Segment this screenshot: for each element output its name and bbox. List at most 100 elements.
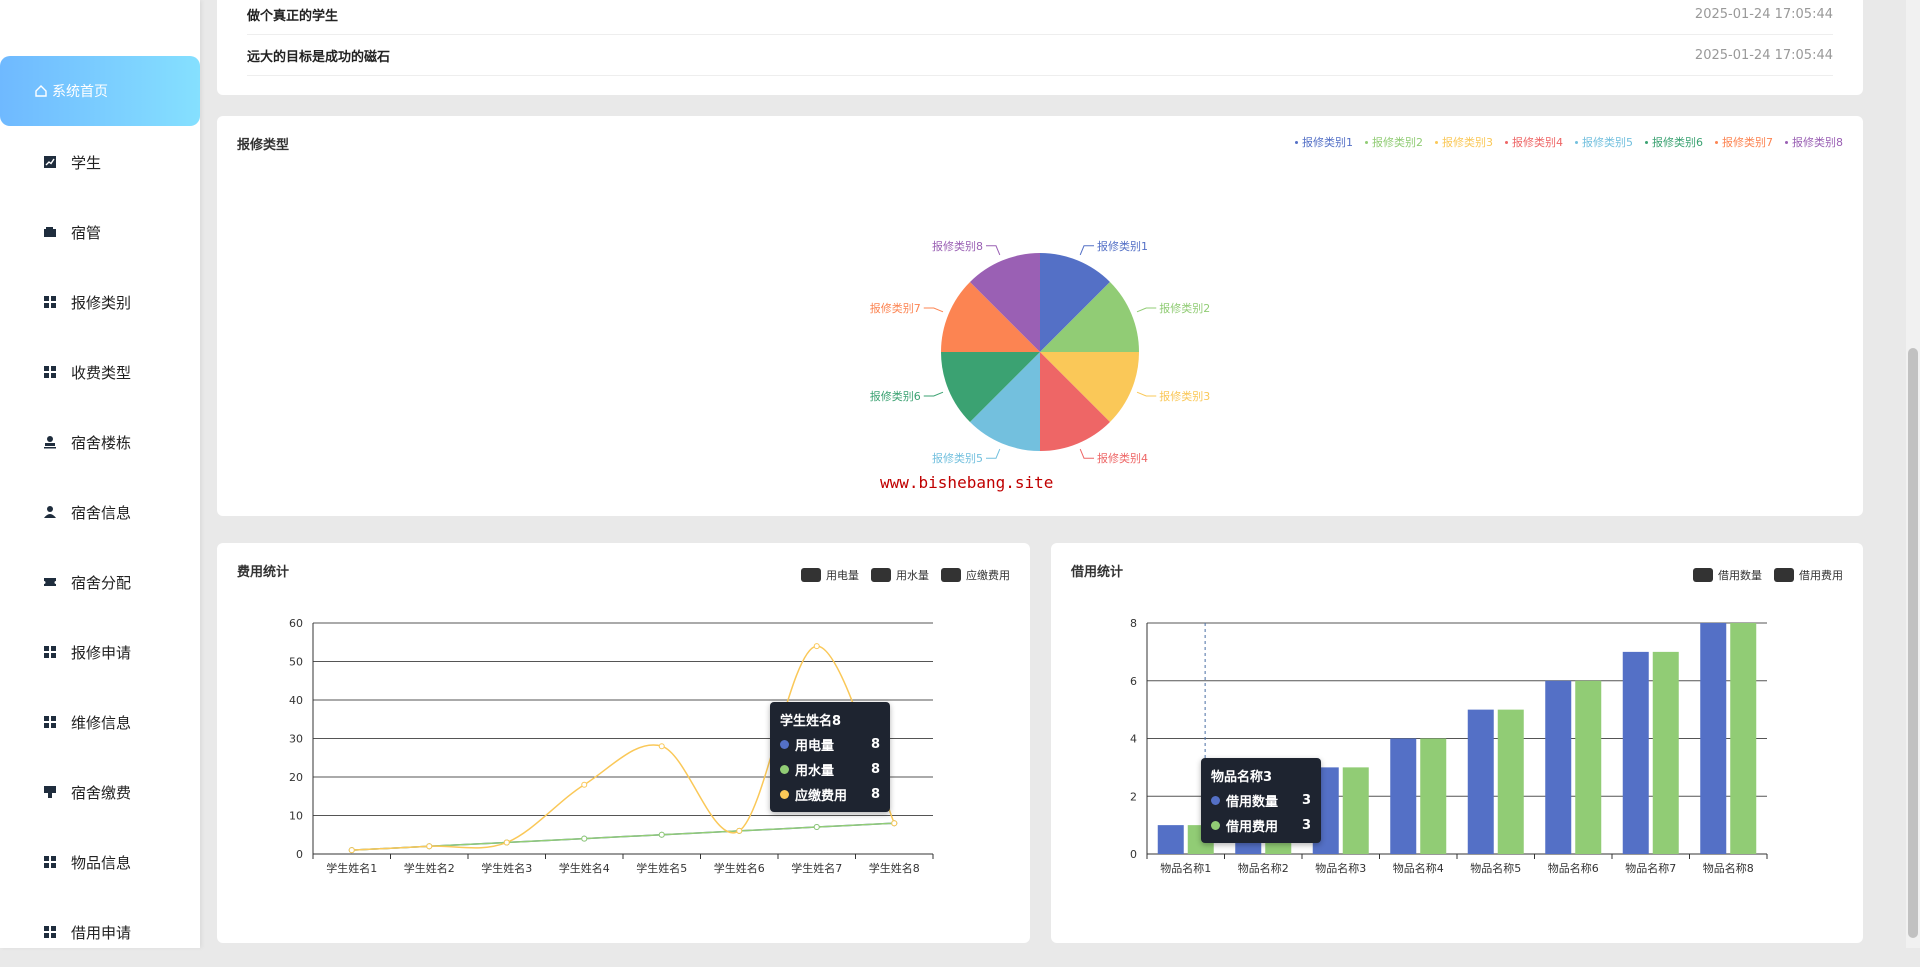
tooltip-value: 8 bbox=[870, 737, 880, 752]
tooltip-row: 借用费用 3 bbox=[1211, 816, 1311, 835]
page-scrollbar[interactable] bbox=[1906, 0, 1920, 948]
sidebar-item-label: 宿管 bbox=[71, 223, 102, 242]
x-tick-label: 物品名称8 bbox=[1703, 861, 1754, 875]
legend-item[interactable]: 借用费用 bbox=[1774, 567, 1843, 583]
sidebar-item[interactable]: 收费类型 bbox=[0, 337, 200, 407]
sidebar-item[interactable]: 宿舍分配 bbox=[0, 547, 200, 617]
pie-slice[interactable] bbox=[969, 352, 1040, 451]
fee-legend: 用电量 用水量 应缴费用 bbox=[789, 567, 1010, 583]
legend-marker bbox=[1693, 568, 1713, 582]
y-tick-label: 0 bbox=[1130, 848, 1137, 861]
data-point[interactable] bbox=[503, 839, 510, 846]
y-tick-label: 2 bbox=[1130, 790, 1137, 803]
grid-icon bbox=[43, 855, 57, 869]
wallet-icon bbox=[43, 225, 57, 239]
legend-item[interactable]: 用水量 bbox=[871, 567, 929, 583]
legend-item[interactable]: 应缴费用 bbox=[941, 567, 1010, 583]
legend-item[interactable]: 报修类别2 bbox=[1365, 134, 1423, 150]
x-tick-label: 物品名称7 bbox=[1625, 861, 1676, 875]
pie-label-line bbox=[985, 245, 1001, 256]
legend-item[interactable]: 报修类别8 bbox=[1785, 134, 1843, 150]
tooltip-series-name: 借用数量 bbox=[1226, 795, 1279, 810]
data-point[interactable] bbox=[658, 831, 665, 838]
bar[interactable] bbox=[1700, 623, 1727, 854]
sidebar-item[interactable]: 宿管 bbox=[0, 197, 200, 267]
pie-slice[interactable] bbox=[1040, 253, 1111, 352]
sidebar: 系统首页 学生宿管报修类别 收费类型 宿舍楼栋 宿舍信息宿舍分配报修申请 维修信息 宿舍缴费… bbox=[0, 0, 200, 948]
sidebar-item[interactable]: 报修申请 bbox=[0, 617, 200, 687]
legend-item[interactable]: 借用数量 bbox=[1693, 567, 1762, 583]
tooltip-marker bbox=[780, 790, 789, 799]
legend-marker bbox=[871, 568, 891, 582]
grid-icon bbox=[43, 925, 57, 939]
data-point[interactable] bbox=[658, 743, 665, 750]
bar[interactable] bbox=[1730, 623, 1757, 854]
sidebar-item[interactable]: 维修信息 bbox=[0, 687, 200, 757]
data-point[interactable] bbox=[891, 820, 898, 827]
pie-slice[interactable] bbox=[1040, 352, 1111, 451]
sidebar-item[interactable]: 物品信息 bbox=[0, 827, 200, 897]
tooltip-series-name: 用水量 bbox=[795, 764, 835, 779]
legend-label: 报修类别6 bbox=[1652, 136, 1703, 149]
pie-slice-label: 报修类别6 bbox=[870, 389, 921, 403]
pie-slice[interactable] bbox=[941, 281, 1040, 352]
sidebar-item-label: 宿舍分配 bbox=[71, 573, 132, 592]
legend-item[interactable]: 报修类别5 bbox=[1575, 134, 1633, 150]
sidebar-item[interactable]: 宿舍缴费 bbox=[0, 757, 200, 827]
pie-slice[interactable] bbox=[1040, 281, 1139, 352]
bar[interactable] bbox=[1545, 680, 1572, 854]
bar[interactable] bbox=[1652, 651, 1679, 854]
x-tick-label: 学生姓名2 bbox=[404, 861, 455, 875]
legend-item[interactable]: 用电量 bbox=[801, 567, 859, 583]
legend-item[interactable]: 报修类别3 bbox=[1435, 134, 1493, 150]
pie-slice[interactable] bbox=[969, 253, 1040, 352]
data-point[interactable] bbox=[348, 847, 355, 854]
bar[interactable] bbox=[1390, 738, 1417, 855]
notice-item[interactable]: 做个真正的学生 2025-01-24 17:05:44 bbox=[247, 0, 1833, 35]
bar[interactable] bbox=[1497, 709, 1524, 854]
pie-slice[interactable] bbox=[941, 352, 1040, 423]
legend-marker bbox=[1365, 140, 1368, 144]
legend-label: 借用数量 bbox=[1718, 569, 1762, 582]
x-tick-label: 学生姓名6 bbox=[714, 861, 765, 875]
data-point[interactable] bbox=[813, 643, 820, 650]
pie-slice-label: 报修类别4 bbox=[1097, 451, 1148, 465]
pie-slice[interactable] bbox=[1040, 352, 1139, 423]
legend-item[interactable]: 报修类别7 bbox=[1715, 134, 1773, 150]
data-point[interactable] bbox=[813, 824, 820, 831]
sidebar-item[interactable]: 借用申请 bbox=[0, 897, 200, 967]
bar[interactable] bbox=[1467, 709, 1494, 854]
sidebar-item[interactable]: 学生 bbox=[0, 127, 200, 197]
data-point[interactable] bbox=[581, 835, 588, 842]
y-tick-label: 30 bbox=[289, 733, 303, 746]
sidebar-item[interactable]: 宿舍楼栋 bbox=[0, 407, 200, 477]
bar[interactable] bbox=[1157, 825, 1184, 854]
pie-label-line bbox=[1079, 448, 1095, 459]
legend-item[interactable]: 报修类别1 bbox=[1295, 134, 1353, 150]
sidebar-item[interactable]: 宿舍信息 bbox=[0, 477, 200, 547]
sidebar-item[interactable]: 报修类别 bbox=[0, 267, 200, 337]
data-point[interactable] bbox=[581, 781, 588, 788]
bar[interactable] bbox=[1575, 680, 1602, 854]
legend-label: 用水量 bbox=[896, 569, 929, 582]
bar[interactable] bbox=[1342, 767, 1369, 854]
data-point[interactable] bbox=[426, 843, 433, 850]
data-point[interactable] bbox=[736, 827, 743, 834]
bar[interactable] bbox=[1420, 738, 1447, 855]
legend-item[interactable]: 报修类别6 bbox=[1645, 134, 1703, 150]
notice-item[interactable]: 远大的目标是成功的磁石 2025-01-24 17:05:44 bbox=[247, 35, 1833, 76]
grid-icon bbox=[43, 365, 57, 379]
legend-marker bbox=[801, 568, 821, 582]
scrollbar-thumb[interactable] bbox=[1908, 348, 1918, 938]
legend-item[interactable]: 报修类别4 bbox=[1505, 134, 1563, 150]
y-tick-label: 8 bbox=[1130, 617, 1137, 630]
pie-slice-label: 报修类别7 bbox=[870, 301, 921, 315]
pie-slice-label: 报修类别8 bbox=[932, 239, 983, 253]
borrow-bar-chart: 0 2 4 6 8 物品名称1 物品名称2 物品名称3 物品名称4 物品名称5 物品名称6 物品名称7… bbox=[1130, 617, 1768, 875]
fee-stats-panel: 费用统计 用电量 用水量 应缴费用 0 10 20 30 40 50 60 学生姓名1 学生姓名2 学… bbox=[217, 543, 1030, 943]
bar[interactable] bbox=[1622, 651, 1649, 854]
borrow-legend: 借用数量 借用费用 bbox=[1681, 567, 1843, 583]
tooltip-marker bbox=[1211, 796, 1220, 805]
y-tick-label: 0 bbox=[296, 848, 303, 861]
sidebar-item[interactable]: 系统首页 bbox=[0, 56, 200, 126]
